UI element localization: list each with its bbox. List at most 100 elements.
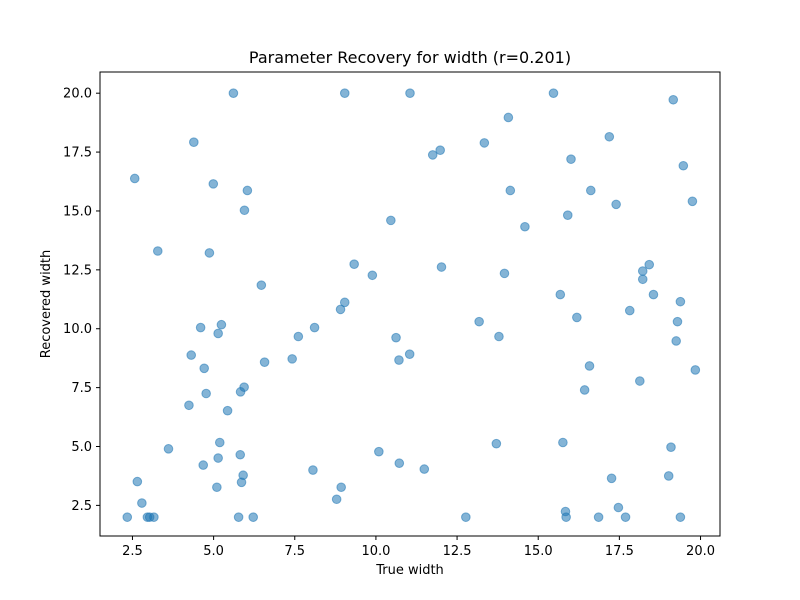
data-point xyxy=(635,376,645,386)
data-point xyxy=(248,512,259,522)
data-point xyxy=(644,259,655,270)
y-axis-ticks: 2.5 5.0 7.5 10.0 12.5 15.0 17.5 20.0 xyxy=(63,87,100,514)
x-tick-label: 20.0 xyxy=(686,544,715,559)
data-point xyxy=(405,88,415,98)
data-point xyxy=(419,464,430,474)
data-point xyxy=(566,154,576,164)
data-point xyxy=(214,437,225,448)
data-point xyxy=(436,262,447,272)
data-point xyxy=(624,305,635,316)
y-tick-label: 5.0 xyxy=(71,440,92,455)
data-point xyxy=(216,319,227,330)
data-point xyxy=(613,502,624,513)
data-point xyxy=(494,331,504,342)
data-point xyxy=(293,331,304,342)
data-point xyxy=(562,210,573,221)
data-point xyxy=(663,471,674,481)
data-point xyxy=(666,442,676,453)
data-point xyxy=(287,354,297,364)
data-point xyxy=(374,446,384,457)
data-point xyxy=(474,316,484,327)
data-point xyxy=(394,355,404,365)
data-point xyxy=(335,304,346,315)
data-point xyxy=(678,160,689,171)
data-point xyxy=(611,199,621,210)
data-point xyxy=(235,449,246,460)
data-point xyxy=(427,150,438,160)
data-point xyxy=(186,350,197,360)
data-point xyxy=(228,88,239,98)
data-point xyxy=(675,296,686,307)
data-point xyxy=(648,289,659,300)
data-point xyxy=(208,179,219,189)
data-point xyxy=(558,437,568,448)
x-tick-label: 2.5 xyxy=(122,544,143,559)
data-point xyxy=(435,145,445,155)
data-point xyxy=(386,215,396,226)
data-point xyxy=(584,361,595,371)
data-point xyxy=(687,196,698,207)
data-point xyxy=(503,112,514,123)
y-tick-label: 12.5 xyxy=(63,263,92,278)
data-point xyxy=(637,274,648,285)
data-point xyxy=(239,205,250,216)
data-point xyxy=(212,482,222,493)
data-point xyxy=(233,512,244,522)
data-point xyxy=(336,482,346,493)
y-tick-label: 7.5 xyxy=(71,381,92,396)
data-point xyxy=(152,246,163,256)
scatter-points xyxy=(122,88,701,522)
data-point xyxy=(199,363,209,374)
data-point xyxy=(606,473,617,484)
x-axis-ticks: 2.5 5.0 7.5 10.0 12.5 15.0 17.5 20.0 xyxy=(122,536,715,559)
chart-title: Parameter Recovery for width (r=0.201) xyxy=(249,48,571,67)
data-point xyxy=(195,322,206,333)
data-point xyxy=(604,131,615,142)
data-point xyxy=(163,444,174,454)
y-tick-label: 20.0 xyxy=(63,87,92,102)
data-point xyxy=(189,137,199,147)
x-tick-label: 5.0 xyxy=(203,544,224,559)
data-point xyxy=(367,270,378,281)
data-point xyxy=(491,438,502,449)
data-point xyxy=(259,357,270,367)
data-point xyxy=(561,512,571,522)
data-point xyxy=(586,185,596,196)
data-point xyxy=(149,512,159,522)
data-point xyxy=(137,498,147,508)
data-point xyxy=(593,512,604,522)
data-point xyxy=(122,512,133,522)
data-point xyxy=(579,385,590,395)
data-point xyxy=(222,405,233,416)
x-tick-label: 17.5 xyxy=(605,544,634,559)
data-point xyxy=(394,458,405,469)
y-tick-label: 2.5 xyxy=(71,499,92,514)
data-point xyxy=(620,512,631,522)
data-point xyxy=(198,460,209,470)
data-point xyxy=(690,365,701,375)
data-point xyxy=(242,185,253,196)
data-point xyxy=(308,465,318,475)
y-axis-label: Recovered width xyxy=(39,250,54,359)
y-tick-label: 17.5 xyxy=(63,146,92,161)
x-tick-label: 10.0 xyxy=(361,544,390,559)
data-point xyxy=(499,268,510,279)
data-point xyxy=(236,477,247,488)
data-point xyxy=(201,388,211,399)
data-point xyxy=(637,266,648,276)
data-point xyxy=(668,94,679,105)
data-point xyxy=(235,387,246,397)
data-point xyxy=(391,332,401,343)
data-point xyxy=(672,316,683,327)
data-point xyxy=(331,494,342,505)
data-point xyxy=(555,289,566,300)
data-point xyxy=(184,400,194,411)
data-point xyxy=(479,138,490,148)
plot-frame xyxy=(99,71,721,537)
data-point xyxy=(204,248,215,258)
data-point xyxy=(671,336,681,346)
data-point xyxy=(520,221,530,232)
data-point xyxy=(675,512,686,522)
